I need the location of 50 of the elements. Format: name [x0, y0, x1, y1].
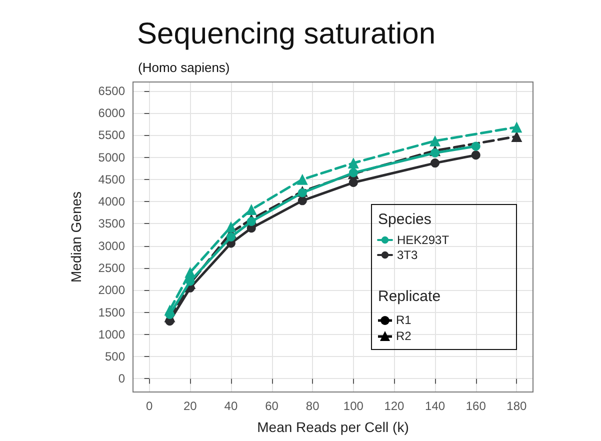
y-tick-label: 2500	[98, 261, 126, 275]
point	[430, 148, 440, 158]
point	[298, 188, 307, 198]
point	[225, 221, 236, 232]
point	[471, 150, 480, 160]
x-tick-label: 120	[384, 399, 405, 413]
y-tick-label: 4500	[98, 172, 126, 186]
y-tick-label: 500	[104, 350, 126, 364]
legend-label: 3T3	[397, 248, 418, 262]
point	[246, 217, 256, 226]
x-tick-label: 180	[506, 399, 528, 413]
y-tick-label: 4000	[98, 194, 126, 209]
x-tick-label: 140	[425, 399, 446, 413]
x-tick-label: 80	[306, 399, 320, 413]
x-tick-label: 40	[224, 399, 238, 413]
point	[511, 122, 522, 133]
y-tick-label: 3000	[98, 238, 126, 253]
y-tick-label: 5000	[98, 150, 126, 164]
y-tick-label: 1500	[98, 305, 126, 320]
x-tick-label: 160	[466, 399, 486, 413]
x-tick-label: 0	[146, 399, 153, 413]
annotation: R1	[396, 313, 412, 327]
y-tick-label: 2000	[98, 283, 126, 298]
annotation: Replicate	[378, 288, 441, 305]
annotation: R2	[396, 329, 412, 343]
point	[348, 178, 358, 188]
chart-title: Sequencing saturation	[137, 18, 436, 50]
point	[296, 174, 308, 185]
y-tick-label: 6500	[98, 84, 126, 98]
point	[226, 232, 236, 242]
y-axis-title: Median Genes	[68, 191, 84, 283]
x-tick-label: 60	[265, 399, 279, 413]
point	[298, 196, 307, 206]
legend-title: Species	[378, 211, 432, 228]
y-tick-label: 3500	[98, 216, 126, 231]
x-axis-title: Mean Reads per Cell (k)	[257, 419, 409, 435]
y-tick-label: 0	[118, 372, 126, 386]
y-tick-label: 1000	[98, 327, 126, 342]
point	[348, 158, 359, 169]
x-tick-label: 100	[343, 399, 364, 413]
y-tick-label: 6000	[98, 106, 126, 120]
point	[430, 135, 441, 146]
y-tick-label: 5500	[98, 128, 126, 142]
point	[471, 142, 480, 151]
chart-subtitle: (Homo sapiens)	[138, 60, 230, 75]
point	[430, 158, 440, 168]
x-tick-label: 20	[183, 399, 198, 413]
legend-label: HEK293T	[397, 233, 450, 247]
point	[246, 204, 257, 216]
point	[186, 276, 195, 286]
